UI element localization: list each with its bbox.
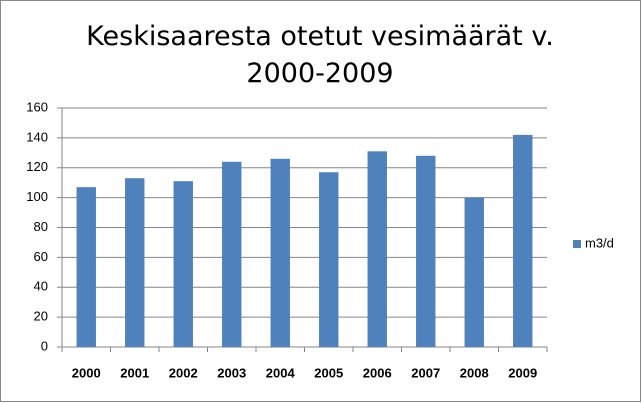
y-tick-label: 120 — [26, 159, 48, 174]
y-tick-label: 20 — [34, 309, 48, 324]
y-tick-label: 40 — [34, 279, 48, 294]
y-tick-label: 80 — [34, 219, 48, 234]
x-tick-label: 2006 — [363, 365, 392, 380]
y-tick-label: 0 — [41, 338, 48, 353]
bar — [76, 187, 96, 347]
bar — [173, 181, 193, 347]
bar — [513, 134, 533, 347]
y-tick-label: 140 — [26, 129, 48, 144]
chart-title: Keskisaaresta otetut vesimäärät v. 2000-… — [86, 21, 554, 89]
x-tick-label: 2000 — [72, 365, 101, 380]
y-tick-label: 60 — [34, 249, 48, 264]
bar — [125, 178, 145, 347]
bar — [319, 172, 339, 347]
bar — [367, 151, 387, 347]
x-tick-label: 2004 — [266, 365, 296, 380]
x-tick-label: 2002 — [169, 365, 198, 380]
x-tick-label: 2008 — [460, 365, 489, 380]
x-tick-label: 2003 — [217, 365, 246, 380]
x-tick-label: 2009 — [508, 365, 537, 380]
bar — [416, 155, 436, 347]
legend-swatch — [573, 240, 581, 248]
x-tick-label: 2005 — [314, 365, 343, 380]
x-tick-label: 2001 — [120, 365, 149, 380]
bar — [222, 161, 242, 347]
legend-label: m3/d — [585, 235, 614, 250]
y-tick-label: 100 — [26, 189, 48, 204]
bar — [464, 197, 484, 347]
y-tick-label: 160 — [26, 99, 48, 114]
bar — [270, 158, 290, 347]
x-tick-label: 2007 — [411, 365, 440, 380]
